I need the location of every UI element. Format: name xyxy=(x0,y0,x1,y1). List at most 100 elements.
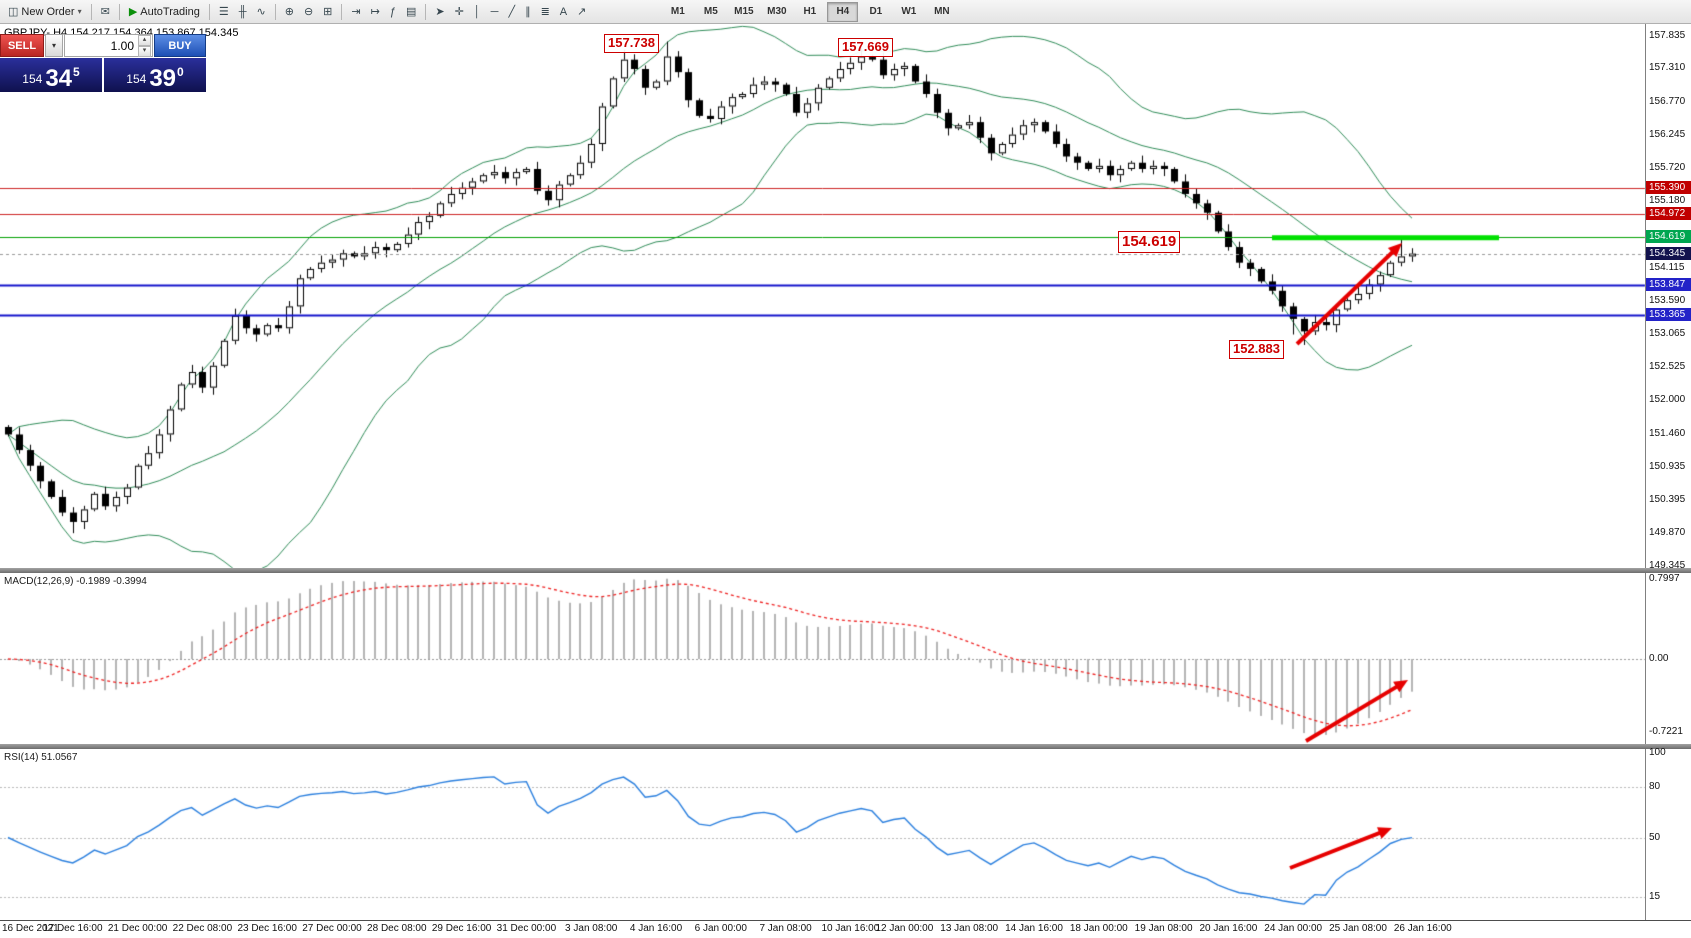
price-axis[interactable]: 157.835 157.310 156.770 156.245 155.720 155.1… xyxy=(1646,0,1691,938)
volume-down-button[interactable]: ▾ xyxy=(138,45,151,57)
timeframe-d1[interactable]: D1 xyxy=(869,6,883,17)
autotrading-label: AutoTrading xyxy=(140,5,200,18)
zoom-out-button[interactable]: ⊖ xyxy=(299,1,318,23)
time-axis-label: 26 Jan 16:00 xyxy=(1393,923,1452,934)
templates-button[interactable]: ▤ xyxy=(401,1,421,23)
zoom-in-icon: ⊕ xyxy=(284,6,294,18)
pane-separator[interactable] xyxy=(0,744,1691,749)
peak-price-label-1[interactable]: 157.738 xyxy=(604,34,659,53)
indicators-list-icon: ƒ xyxy=(389,5,396,18)
text-label-button[interactable]: A xyxy=(555,1,572,23)
order-options-dropdown[interactable]: ▾ xyxy=(45,34,63,57)
tile-windows-button[interactable]: ⊞ xyxy=(318,1,337,23)
volume-spinner: ▴ ▾ xyxy=(138,34,151,57)
rsi-axis-label: 15 xyxy=(1649,890,1661,902)
macd-axis-label: -0.7221 xyxy=(1649,725,1683,737)
swing-low-price-label[interactable]: 152.883 xyxy=(1229,340,1284,359)
trendline-icon: ╱ xyxy=(508,6,516,18)
crosshair-button[interactable]: ✛ xyxy=(450,1,469,23)
autotrading-button[interactable]: ▶ AutoTrading xyxy=(124,1,205,23)
zoom-out-icon: ⊖ xyxy=(303,6,314,18)
bid-prefix: 154 xyxy=(22,72,43,86)
timeframe-h4[interactable]: H4 xyxy=(827,1,859,22)
new-order-label: New Order xyxy=(21,5,75,18)
fibonacci-button[interactable]: ≣ xyxy=(536,1,555,23)
buy-button[interactable]: BUY xyxy=(154,34,206,57)
vertical-line-button[interactable]: │ xyxy=(469,1,486,23)
time-axis-label: 27 Dec 00:00 xyxy=(302,923,362,934)
auto-scroll-button[interactable]: ⇥ xyxy=(346,1,365,23)
timeframe-m5[interactable]: M5 xyxy=(703,6,718,17)
timeframe-h1[interactable]: H1 xyxy=(803,6,817,17)
price-axis-label: 152.525 xyxy=(1649,361,1686,373)
bar-chart-type-button[interactable]: ☰ xyxy=(214,1,234,23)
cursor-button[interactable]: ➤ xyxy=(430,1,449,23)
equidistant-channel-icon: ∥ xyxy=(525,6,531,18)
mailbox-button[interactable]: ✉ xyxy=(96,1,115,23)
indicators-list-button[interactable]: ƒ xyxy=(385,1,401,23)
sell-button[interactable]: SELL xyxy=(0,34,44,57)
timeframe-m30[interactable]: M30 xyxy=(767,6,787,17)
macd-axis-label: 0.00 xyxy=(1649,653,1669,664)
one-click-trading-panel: SELL ▾ 1.00 ▴ ▾ BUY 154 34 5 154 39 xyxy=(0,34,206,92)
price-axis-label: 153.065 xyxy=(1649,327,1686,339)
price-axis-label: 151.460 xyxy=(1649,427,1686,439)
time-axis-label: 24 Jan 00:00 xyxy=(1264,923,1323,934)
time-axis-label: 17 Dec 16:00 xyxy=(43,923,103,934)
volume-input[interactable]: 1.00 ▴ ▾ xyxy=(64,34,153,57)
peak-price-label-2[interactable]: 157.669 xyxy=(838,38,893,57)
time-axis-label: 19 Jan 08:00 xyxy=(1134,923,1193,934)
price-axis-label: 150.935 xyxy=(1649,460,1686,472)
ask-prefix: 154 xyxy=(126,72,147,86)
chevron-down-icon: ▾ xyxy=(77,7,82,16)
macd-axis-label: 0.7997 xyxy=(1649,572,1680,584)
rsi-indicator-label: RSI(14) 51.0567 xyxy=(4,752,78,763)
equidistant-channel-button[interactable]: ∥ xyxy=(520,1,536,23)
crosshair-icon: ✛ xyxy=(454,6,464,18)
auto-scroll-icon: ⇥ xyxy=(351,6,361,18)
price-axis-label: 150.395 xyxy=(1649,494,1686,506)
horizontal-line-button[interactable]: ─ xyxy=(486,1,504,23)
time-axis-label: 21 Dec 00:00 xyxy=(107,923,168,934)
toolbar-separator xyxy=(90,3,92,20)
new-order-button[interactable]: ◫ New Order ▾ xyxy=(3,1,87,23)
time-axis-label: 25 Jan 08:00 xyxy=(1329,923,1387,934)
time-axis-label: 13 Jan 08:00 xyxy=(940,923,999,934)
fibonacci-icon: ≣ xyxy=(540,6,550,18)
trendline-button[interactable]: ╱ xyxy=(503,1,520,23)
timeframe-w1[interactable]: W1 xyxy=(901,6,917,17)
line-chart-type-icon: ∿ xyxy=(256,6,266,18)
time-axis-label: 14 Jan 16:00 xyxy=(1005,923,1063,934)
chart-shift-button[interactable]: ↦ xyxy=(366,1,385,23)
volume-up-button[interactable]: ▴ xyxy=(138,34,151,46)
resistance-price-label[interactable]: 154.619 xyxy=(1118,231,1181,253)
timeframe-m1[interactable]: M1 xyxy=(670,6,685,17)
time-axis-label: 22 Dec 08:00 xyxy=(172,923,233,934)
zoom-in-button[interactable]: ⊕ xyxy=(280,1,299,23)
pane-separator[interactable] xyxy=(0,568,1691,573)
time-axis[interactable]: 16 Dec 2021 17 Dec 16:00 21 Dec 00:00 22 De… xyxy=(0,921,1691,938)
time-axis-label: 4 Jan 16:00 xyxy=(629,923,683,934)
line-chart-type-button[interactable]: ∿ xyxy=(252,1,271,23)
arrow-tool-button[interactable]: ↗ xyxy=(572,1,591,23)
macd-indicator-label: MACD(12,26,9) -0.1989 -0.3994 xyxy=(4,576,147,587)
bid-price[interactable]: 154 34 5 xyxy=(0,58,102,92)
cursor-icon: ➤ xyxy=(435,6,445,18)
bid-pip-digit: 5 xyxy=(73,65,80,79)
volume-value: 1.00 xyxy=(110,38,134,53)
price-axis-label: 155.180 xyxy=(1649,195,1686,207)
toolbar-separator xyxy=(425,3,427,20)
toolbar-separator xyxy=(341,3,343,20)
time-axis-label: 16 Dec 2021 xyxy=(2,923,59,934)
price-axis-label: 155.720 xyxy=(1649,161,1686,173)
toolbar-separator xyxy=(274,3,276,20)
ask-price[interactable]: 154 39 0 xyxy=(104,58,206,92)
timeframe-m15[interactable]: M15 xyxy=(734,6,754,17)
price-axis-label: 149.870 xyxy=(1649,527,1686,539)
ask-big-digits: 39 xyxy=(149,65,177,92)
timeframe-mn[interactable]: MN xyxy=(934,6,950,17)
candlestick-type-button[interactable]: ╫ xyxy=(234,1,252,23)
price-level-tag: 153.365 xyxy=(1646,307,1691,321)
